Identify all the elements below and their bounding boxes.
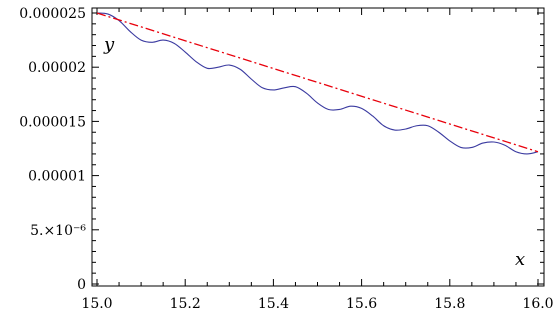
series-layer [96,12,539,155]
x-tick-label: 16.0 [522,296,553,312]
x-tick-label: 15.0 [81,296,112,312]
x-axis-title: x [515,249,525,270]
x-tick-label: 15.6 [346,296,377,312]
x-tick-label: 15.2 [170,296,201,312]
tick-marks [92,8,544,286]
plot-frame [91,7,545,287]
series-line-dashed [96,12,539,153]
y-tick-label: 0.000025 [19,6,86,22]
x-tick-label: 15.4 [258,296,289,312]
y-tick-label: 0.000015 [19,114,86,130]
y-tick-label: 5.×10⁻⁶ [30,223,86,239]
x-tick-label: 15.8 [434,296,465,312]
y-tick-labels: 0 5.×10⁻⁶ 0.00001 0.000015 0.00002 0.000025 [19,6,86,293]
y-tick-label: 0.00002 [28,60,86,76]
y-tick-label: 0.00001 [28,169,86,185]
y-tick-label: 0 [77,277,86,293]
x-tick-labels: 15.0 15.2 15.4 15.6 15.8 16.0 [81,296,553,312]
y-axis-title: y [103,34,115,55]
series-line-solid [96,12,539,155]
